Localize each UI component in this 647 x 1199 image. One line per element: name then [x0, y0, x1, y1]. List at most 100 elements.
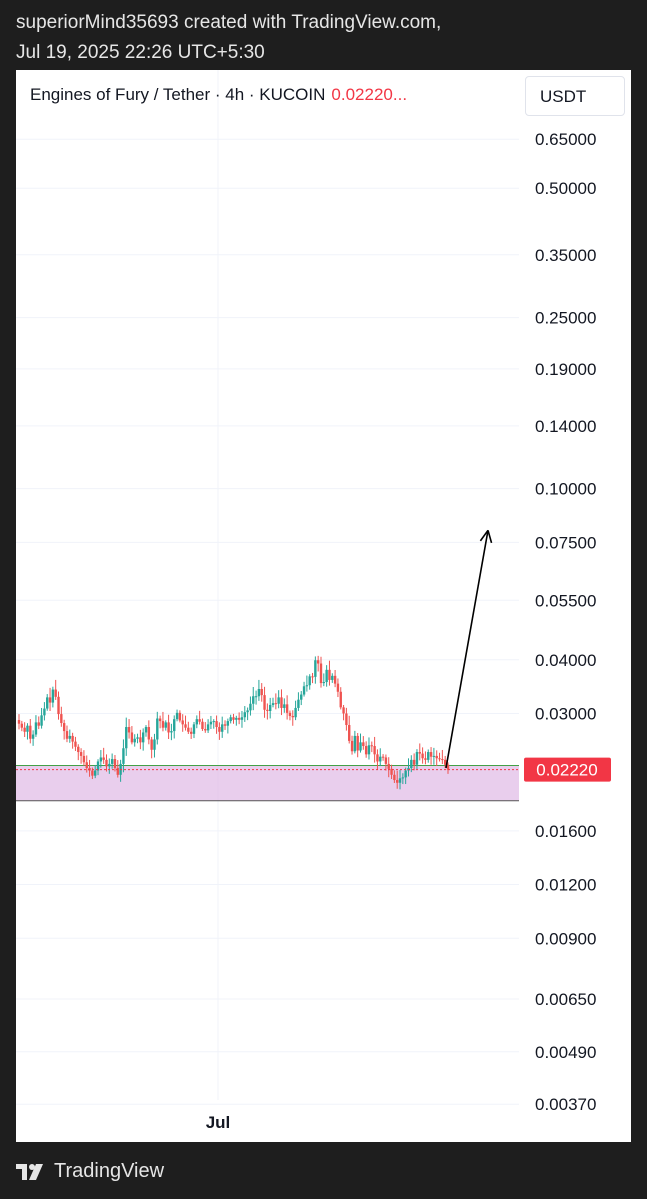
candle-body — [297, 699, 300, 708]
y-tick-label: 0.19000 — [535, 360, 596, 379]
candle-body — [130, 732, 134, 743]
symbol-legend[interactable]: Engines of Fury / Tether · 4h · KUCOIN 0.… — [30, 85, 407, 105]
y-tick-label: 0.04000 — [535, 651, 596, 670]
candle-body — [300, 694, 303, 700]
last-price-label: 0.02220 — [536, 761, 597, 780]
candle-body — [108, 763, 111, 767]
candle-body — [71, 735, 74, 742]
legend-price: 0.02220... — [331, 85, 408, 104]
candle-body — [294, 707, 297, 718]
candle-body — [308, 676, 311, 686]
candle-body — [127, 727, 131, 733]
candle-body — [62, 723, 66, 732]
y-tick-label: 0.25000 — [535, 309, 596, 328]
candle-body — [175, 712, 179, 720]
candle-body — [325, 669, 328, 683]
candle-body — [192, 724, 196, 734]
support-zone — [16, 765, 519, 801]
candle-body — [362, 742, 365, 747]
candle-body — [232, 717, 235, 720]
candle-body — [164, 722, 167, 728]
candle-body — [198, 719, 201, 722]
candle-body — [283, 704, 286, 708]
candle-body — [99, 757, 103, 762]
y-tick-label: 0.10000 — [535, 480, 596, 499]
candle-body — [441, 759, 444, 761]
last-price-tag — [524, 757, 611, 782]
candle-body — [46, 697, 49, 709]
y-tick-label: 0.07500 — [535, 533, 596, 552]
candle-body — [195, 719, 199, 725]
y-tick-label: 0.35000 — [535, 246, 596, 265]
candle-body — [367, 745, 371, 755]
candle-body — [350, 740, 354, 752]
candle-body — [260, 689, 263, 696]
candle-body — [43, 708, 46, 716]
candle-body — [415, 752, 419, 765]
candle-body — [291, 715, 294, 718]
candle-body — [91, 770, 94, 776]
candle-body — [48, 697, 52, 703]
candle-body — [201, 721, 204, 730]
candle-body — [370, 745, 373, 747]
candle-body — [373, 746, 376, 755]
tradingview-logo-icon — [16, 1163, 43, 1180]
candle-body — [359, 742, 362, 751]
candle-body — [393, 774, 396, 781]
chart-panel[interactable]: 0.65000 0.50000 0.35000 0.25000 0.19000 0.140… — [16, 70, 631, 1142]
candle-body — [82, 755, 86, 763]
y-tick-label: 0.14000 — [535, 417, 596, 436]
candle-body — [328, 669, 331, 680]
y-tick-label: 0.03000 — [535, 704, 596, 723]
projection-arrowhead — [487, 530, 493, 544]
candle-body — [85, 762, 88, 769]
candle-body — [218, 727, 221, 732]
price-chart[interactable]: 0.65000 0.50000 0.35000 0.25000 0.19000 0.140… — [16, 70, 631, 1142]
candle-body — [356, 735, 359, 751]
candle-body — [446, 764, 450, 770]
candle-body — [102, 757, 105, 760]
candle-body — [110, 759, 114, 764]
candle-body — [189, 731, 193, 734]
candle-body — [223, 724, 227, 726]
projection-arrowhead — [479, 529, 489, 542]
candle-body — [156, 718, 159, 740]
candle-body — [206, 724, 210, 731]
candle-body — [249, 703, 252, 711]
candle-body — [20, 723, 24, 728]
footer-brand-label: TradingView — [54, 1160, 165, 1182]
candle-body — [421, 753, 424, 759]
y-tick-label: 0.01200 — [535, 876, 596, 895]
candle-body — [184, 724, 187, 728]
candle-body — [212, 721, 215, 723]
candle-body — [395, 780, 399, 783]
candle-body — [404, 770, 407, 778]
candle-body — [29, 725, 32, 739]
candle-body — [65, 731, 69, 739]
candle-body — [254, 696, 258, 698]
candle-body — [57, 696, 60, 715]
candle-body — [141, 732, 145, 743]
attribution-line: superiorMind35693 created with TradingVi… — [16, 12, 442, 33]
candle-body — [167, 722, 170, 733]
candle-body — [314, 660, 317, 677]
y-tick-label: 0.00900 — [535, 929, 596, 948]
candle-body — [17, 720, 21, 724]
currency-button[interactable]: USDT — [525, 76, 625, 116]
candle-body — [116, 768, 119, 775]
candle-body — [342, 707, 345, 714]
candle-body — [187, 727, 190, 732]
candle-body — [401, 777, 405, 779]
candle-body — [266, 709, 269, 711]
x-tick-label: Jul — [206, 1113, 231, 1132]
candle-body — [105, 759, 108, 767]
candle-body — [54, 689, 57, 697]
candle-body — [133, 738, 136, 743]
candle-body — [23, 727, 26, 732]
candle-body — [34, 722, 38, 735]
footer-brand[interactable]: TradingView — [16, 1160, 164, 1183]
candle-body — [410, 759, 413, 769]
candle-body — [390, 768, 393, 775]
candle-body — [379, 756, 382, 762]
candle-body — [96, 761, 100, 771]
